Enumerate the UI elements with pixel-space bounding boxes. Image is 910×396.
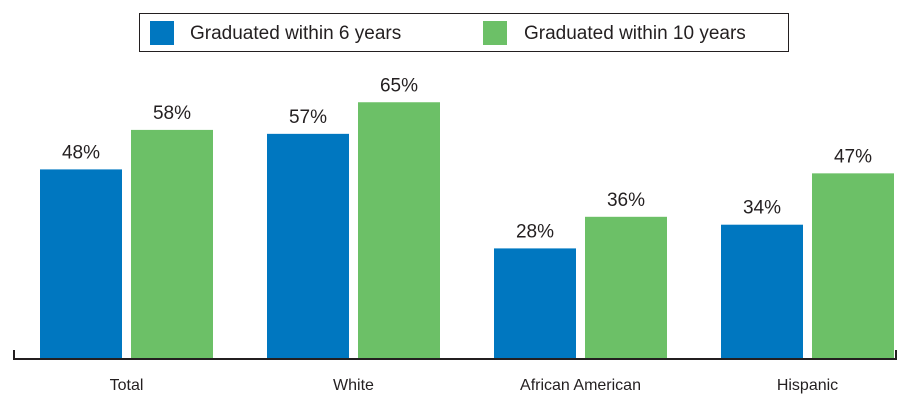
legend-swatch-10-years (483, 21, 507, 45)
x-tick-label-hispanic: Hispanic (777, 377, 838, 394)
data-label-total-10-years: 58% (153, 103, 191, 124)
legend-frame (139, 13, 789, 52)
x-axis: Total White African American Hispanic (13, 350, 897, 394)
data-label-white-6-years: 57% (289, 107, 327, 128)
x-tick-labels: Total White African American Hispanic (110, 377, 839, 394)
x-tick-label-total: Total (110, 377, 144, 394)
data-label-hispanic-10-years: 47% (834, 146, 872, 167)
bar-white-10-years (358, 102, 440, 359)
data-labels: 48% 58% 57% 65% 28% 36% 34% 47% (62, 75, 872, 242)
data-label-african-american-10-years: 36% (607, 190, 645, 211)
bar-hispanic-10-years (812, 173, 894, 359)
legend: Graduated within 6 years Graduated withi… (139, 13, 789, 52)
bars (40, 102, 894, 359)
bar-total-6-years (40, 169, 122, 359)
bar-african-american-6-years (494, 248, 576, 359)
bar-white-6-years (267, 133, 349, 359)
bar-african-american-10-years (585, 216, 667, 359)
data-label-hispanic-6-years: 34% (743, 198, 781, 219)
data-label-total-6-years: 48% (62, 142, 100, 163)
x-tick-label-white: White (333, 377, 374, 394)
bar-hispanic-6-years (721, 224, 803, 359)
data-label-white-10-years: 65% (380, 75, 418, 96)
legend-label-10-years: Graduated within 10 years (524, 23, 746, 44)
bar-total-10-years (131, 129, 213, 359)
data-label-african-american-6-years: 28% (516, 221, 554, 242)
legend-swatch-6-years (150, 21, 174, 45)
x-tick-label-african-american: African American (520, 377, 641, 394)
legend-label-6-years: Graduated within 6 years (190, 23, 401, 44)
